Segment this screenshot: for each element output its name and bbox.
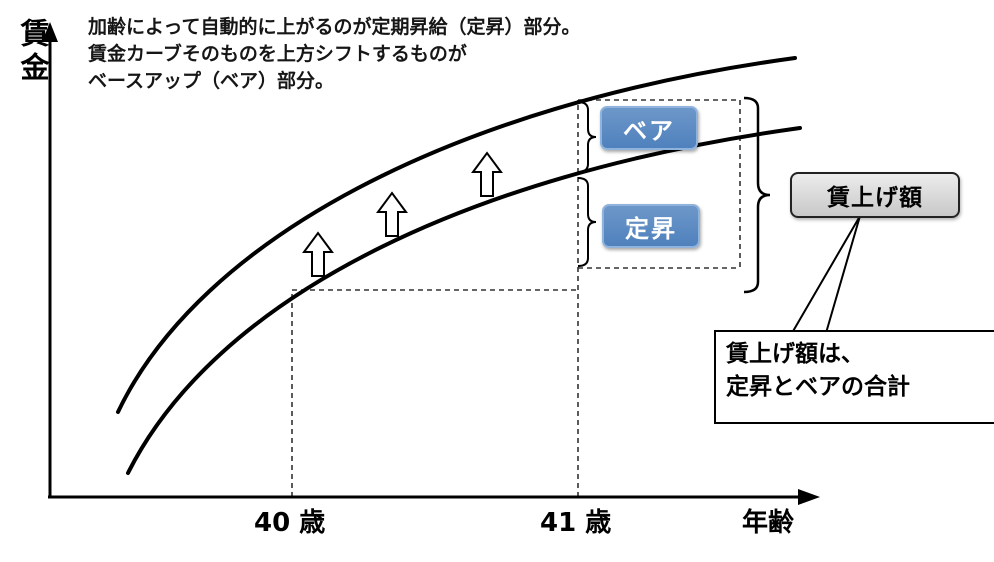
callout-box: 賃上げ額は、 定昇とベアの合計 [714,330,994,424]
brace-wage-increase [743,96,771,294]
up-arrow-icon [302,231,334,277]
y-axis-label: 賃金 [16,18,50,86]
x-axis-arrow-icon [798,489,820,505]
y-axis-arrow-icon [42,22,58,42]
x-tick-age-40: 40 歳 [254,508,326,538]
note-line-2: 賃金カーブそのものを上方シフトするものが [88,43,467,65]
note-text: 加齢によって自動的に上がるのが定期昇給（定昇）部分。 賃金カーブそのものを上方シ… [88,14,580,95]
badge-wage-increase: 賃上げ額 [790,172,960,218]
note-line-3: ベースアップ（ベア）部分。 [88,70,335,92]
badge-bea: ベア [600,106,698,150]
upper-wage-curve [116,56,797,414]
brace-teisho [577,177,597,267]
note-line-1: 加齢によって自動的に上がるのが定期昇給（定昇）部分。 [88,16,581,38]
brace-bea [577,101,597,173]
badge-teisho: 定昇 [602,204,700,248]
callout-line-2: 定昇とベアの合計 [726,374,910,400]
lower-wage-curve [126,126,802,475]
x-tick-age-41: 41 歳 [540,508,612,538]
x-axis-label: 年齢 [742,508,795,538]
callout-line-1: 賃上げ額は、 [726,341,864,367]
callout-pointer [790,215,861,334]
up-arrow-icon [471,151,503,197]
up-arrow-icon [376,191,408,237]
